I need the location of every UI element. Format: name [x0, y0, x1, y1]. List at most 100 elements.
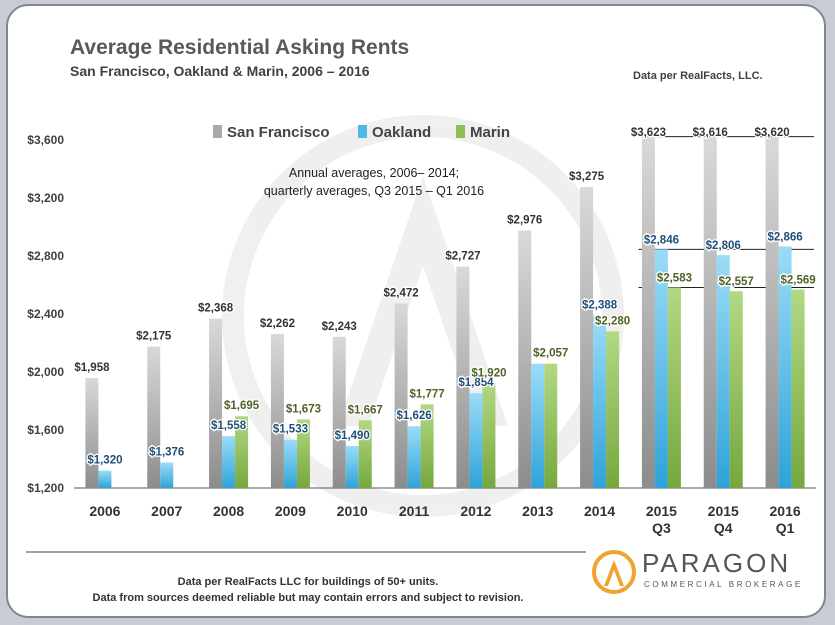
x-tick-label: 2015 — [708, 503, 739, 519]
bar-sf — [580, 187, 594, 488]
data-label-oakland: $1,320 — [87, 455, 122, 467]
y-tick-label: $1,600 — [27, 423, 64, 437]
bar-oakland — [469, 393, 483, 488]
x-tick-label: 2010 — [337, 503, 368, 519]
bar-sf — [332, 336, 346, 488]
bar-marin — [606, 331, 620, 488]
x-tick-label: Q1 — [776, 520, 795, 536]
x-tick-label: 2015 — [646, 503, 677, 519]
data-label-sf: $2,368 — [198, 303, 234, 315]
data-label-sf: $2,472 — [383, 288, 418, 300]
data-label-oakland: $1,626 — [396, 410, 431, 422]
data-label-marin: $1,777 — [409, 388, 444, 400]
y-tick-label: $3,600 — [27, 133, 64, 147]
bar-oakland — [222, 436, 236, 488]
data-label-oakland: $1,533 — [273, 424, 308, 436]
bar-marin — [482, 383, 496, 488]
bar-oakland — [345, 445, 359, 488]
bar-oakland — [283, 439, 297, 488]
x-tick-label: 2011 — [399, 503, 430, 519]
bar-marin — [420, 404, 434, 488]
data-label-sf: $3,620 — [754, 127, 789, 139]
bar-sf — [456, 266, 470, 488]
bar-sf — [147, 346, 161, 488]
x-tick-label: 2008 — [213, 503, 244, 519]
bar-sf — [394, 303, 408, 488]
logo-tagline: COMMERCIAL BROKERAGE — [644, 580, 803, 589]
bar-oakland — [407, 426, 421, 488]
bar-oakland — [160, 462, 174, 488]
bar-sf — [641, 136, 655, 489]
data-label-sf: $3,275 — [569, 171, 605, 183]
bar-marin — [358, 420, 372, 488]
data-label-sf: $2,262 — [260, 318, 295, 330]
x-tick-label: Q3 — [652, 520, 671, 536]
logo-name: PARAGON — [642, 548, 792, 578]
x-tick-label: 2016 — [770, 503, 801, 519]
bar-sf — [518, 230, 532, 489]
chart-title: Average Residential Asking Rents — [70, 36, 410, 59]
bar-sf — [85, 378, 99, 488]
bar-marin — [544, 363, 558, 488]
y-tick-label: $2,800 — [27, 249, 64, 263]
x-tick-label: 2012 — [460, 503, 491, 519]
data-label-marin: $2,557 — [719, 276, 754, 288]
bar-sf — [703, 137, 717, 488]
legend-swatch-sf — [213, 125, 222, 138]
bar-oakland — [531, 363, 545, 488]
y-tick-label: $2,400 — [27, 307, 64, 321]
y-tick-label: $2,000 — [27, 365, 64, 379]
data-label-marin: $2,280 — [595, 315, 630, 327]
y-tick-label: $1,200 — [27, 481, 64, 495]
slide-frame: Average Residential Asking Rents San Fra… — [6, 4, 826, 618]
bar-chart: $1,200 $1,600 $2,000 $2,400 $2,800 $3,200 $3,6… — [26, 115, 817, 553]
y-tick-label: $3,200 — [27, 191, 64, 205]
data-label-marin: $1,920 — [471, 368, 506, 380]
x-tick-label: 2009 — [275, 503, 306, 519]
data-label-marin: $2,583 — [657, 272, 692, 284]
bar-oakland — [716, 255, 730, 488]
data-label-sf: $1,958 — [74, 362, 110, 374]
bar-sf — [765, 137, 779, 488]
data-label-sf: $2,976 — [507, 214, 542, 226]
bar-oakland — [593, 315, 607, 488]
bar-marin — [729, 291, 743, 488]
data-label-marin: $1,667 — [348, 404, 383, 416]
legend-label-marin: Marin — [470, 124, 510, 141]
data-label-oakland: $1,376 — [149, 446, 184, 458]
bar-sf — [270, 334, 284, 488]
bar-oakland — [654, 249, 668, 488]
legend-label-oakland: Oakland — [372, 124, 431, 141]
data-label-oakland: $2,806 — [706, 240, 741, 252]
bar-marin — [235, 416, 249, 488]
data-label-oakland: $1,558 — [211, 420, 247, 432]
chart-note-line2: quarterly averages, Q3 2015 – Q1 2016 — [264, 184, 484, 198]
x-tick-label: 2014 — [584, 503, 615, 519]
data-label-sf: $2,727 — [445, 251, 480, 263]
footer-line1: Data per RealFacts LLC for buildings of … — [177, 576, 439, 588]
bar-marin — [667, 287, 681, 488]
bar-oakland — [98, 470, 112, 488]
legend-swatch-marin — [456, 125, 465, 138]
data-label-marin: $2,057 — [533, 348, 568, 360]
data-label-oakland: $2,866 — [767, 231, 802, 243]
x-tick-label: 2013 — [522, 503, 553, 519]
data-label-sf: $2,243 — [322, 321, 357, 333]
paragon-logo: PARAGON COMMERCIAL BROKERAGE — [592, 548, 800, 598]
data-label-oakland: $2,846 — [644, 234, 679, 246]
data-label-sf: $2,175 — [136, 331, 172, 343]
data-label-marin: $1,695 — [224, 400, 260, 412]
x-tick-label: 2007 — [151, 503, 182, 519]
bar-marin — [791, 289, 805, 488]
x-tick-label: Q4 — [714, 520, 733, 536]
paragon-emblem-icon — [592, 550, 636, 594]
chart-note-line1: Annual averages, 2006– 2014; — [289, 166, 459, 180]
data-label-marin: $2,569 — [780, 274, 815, 286]
data-label-oakland: $2,388 — [582, 300, 618, 312]
legend-label-sf: San Francisco — [227, 124, 330, 141]
data-label-marin: $1,673 — [286, 403, 321, 415]
data-label-oakland: $1,490 — [335, 430, 370, 442]
footer-line2: Data from sources deemed reliable but ma… — [92, 592, 524, 604]
source-note: Data per RealFacts, LLC. — [633, 70, 763, 82]
data-label-sf: $3,616 — [693, 127, 728, 139]
